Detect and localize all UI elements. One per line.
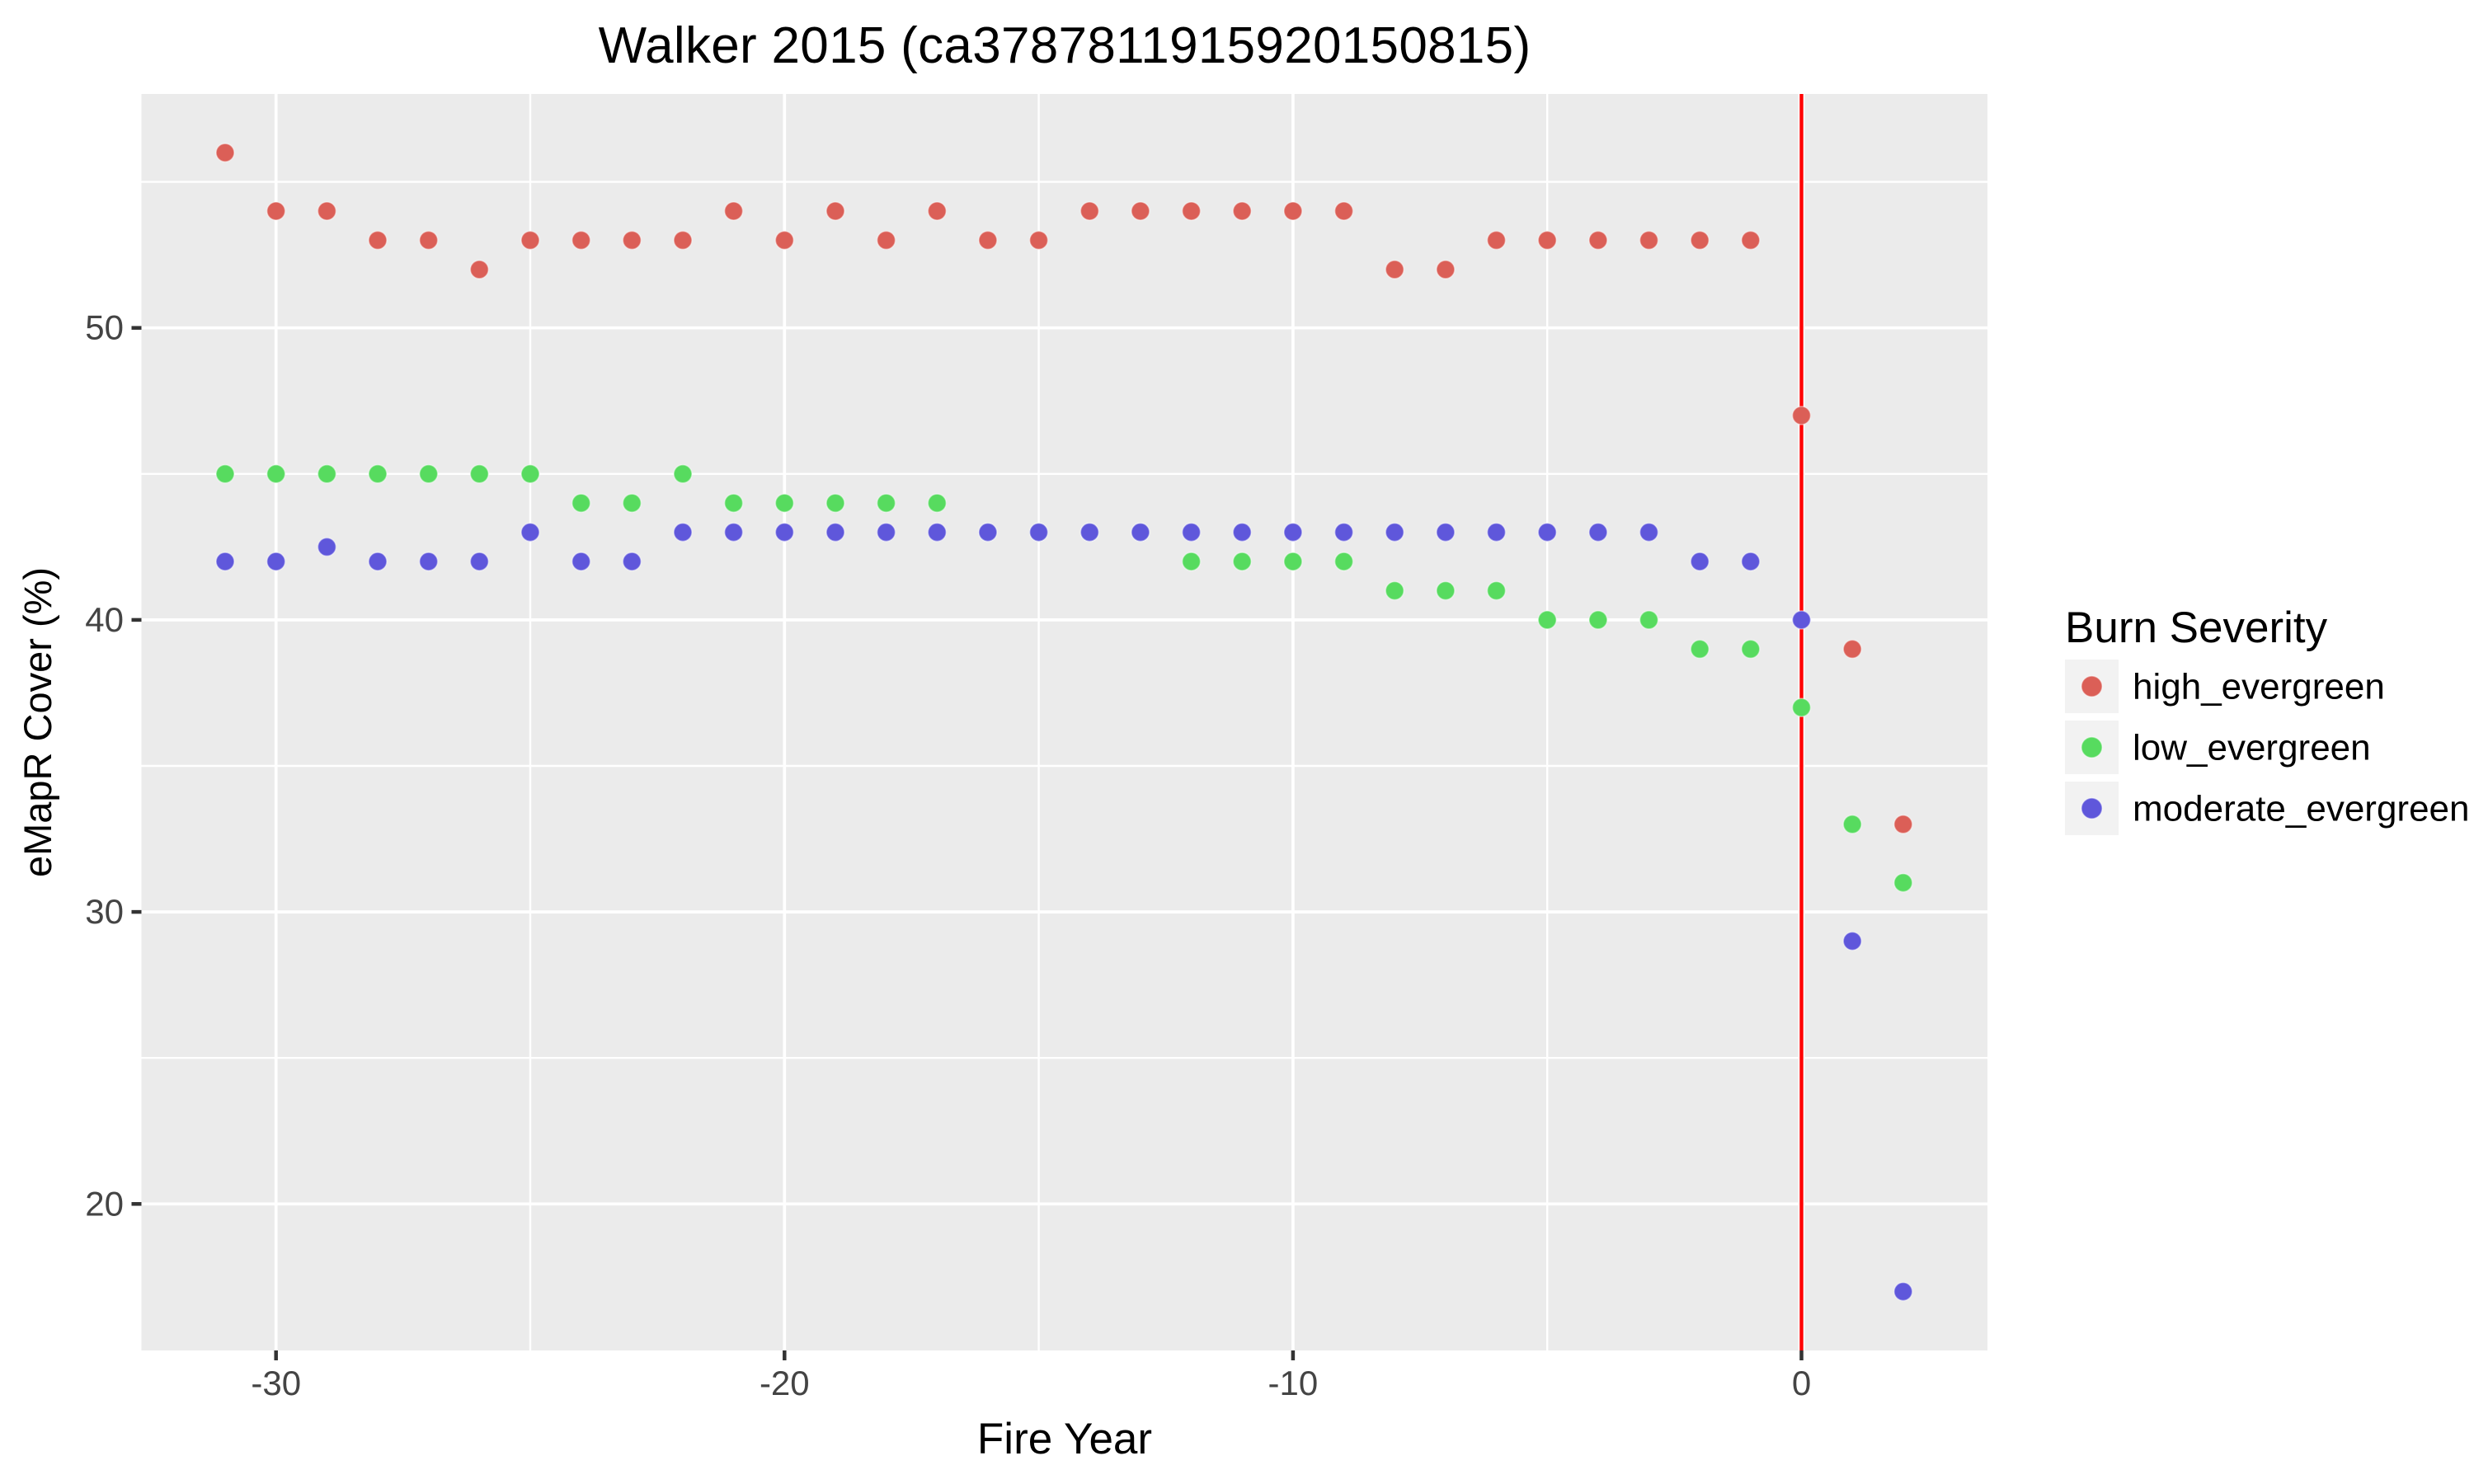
svg-text:-20: -20 xyxy=(760,1364,810,1402)
svg-text:-30: -30 xyxy=(251,1364,301,1402)
svg-text:low_evergreen: low_evergreen xyxy=(2133,728,2371,768)
svg-text:high_evergreen: high_evergreen xyxy=(2133,667,2385,707)
svg-text:moderate_evergreen: moderate_evergreen xyxy=(2133,789,2469,829)
svg-text:-10: -10 xyxy=(1268,1364,1319,1402)
svg-text:20: 20 xyxy=(85,1184,124,1223)
svg-text:eMapR Cover (%): eMapR Cover (%) xyxy=(16,567,59,877)
svg-text:Walker 2015 (ca378781191592015: Walker 2015 (ca3787811915920150815) xyxy=(599,17,1531,74)
svg-text:0: 0 xyxy=(1792,1364,1811,1402)
svg-text:30: 30 xyxy=(85,892,124,931)
svg-text:Fire Year: Fire Year xyxy=(977,1415,1152,1463)
svg-text:Burn Severity: Burn Severity xyxy=(2065,603,2328,652)
svg-text:50: 50 xyxy=(85,308,124,347)
svg-text:40: 40 xyxy=(85,600,124,639)
